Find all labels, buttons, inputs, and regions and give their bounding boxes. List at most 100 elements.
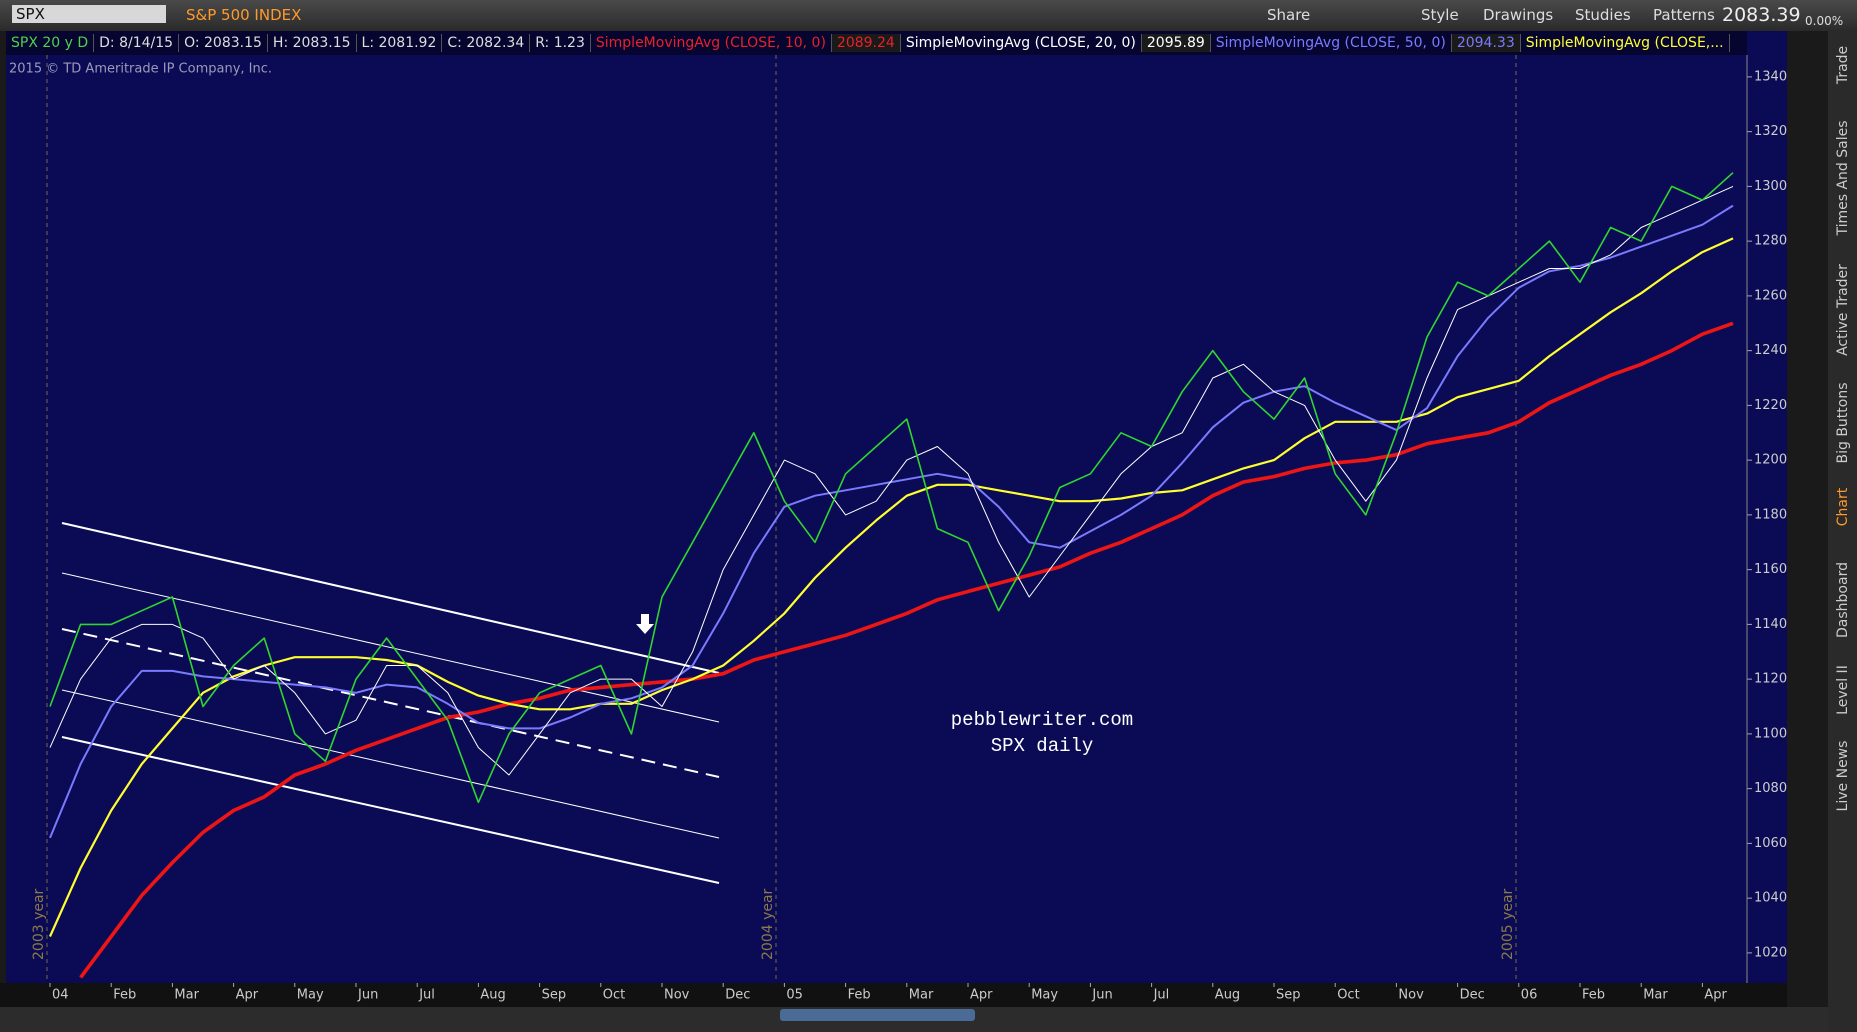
x-tick-label: Aug [1215, 988, 1240, 1003]
ohlc-field: H: 2083.15 [268, 34, 357, 52]
y-tick-label: 1140 [1754, 617, 1787, 632]
y-tick-label: 1100 [1754, 726, 1787, 741]
side-tab[interactable]: Dashboard [1835, 562, 1851, 638]
y-tick-label: 1160 [1754, 562, 1787, 577]
ohlc-field: C: 2082.34 [442, 34, 531, 52]
x-tick-label: 05 [786, 988, 803, 1003]
x-tick-label: Feb [113, 988, 136, 1003]
y-tick-label: 1120 [1754, 672, 1787, 687]
study-value: 2094.33 [1451, 34, 1521, 52]
series-line [49, 172, 1734, 804]
y-tick-label: 1240 [1754, 343, 1787, 358]
x-tick-label: Nov [1398, 988, 1424, 1003]
series-line [48, 237, 1734, 937]
x-tick-label: Apr [970, 988, 993, 1003]
channel-line [61, 689, 720, 839]
study-value: 2089.24 [831, 34, 901, 52]
symbol-description: S&P 500 INDEX [186, 6, 302, 24]
plot: 2003 year 2004 year 2005 year pebblewriter.… [31, 55, 1734, 983]
price-axis-background [1747, 31, 1787, 993]
year-label: 2005 year [1500, 888, 1516, 960]
ohlc-field: L: 2081.92 [357, 34, 443, 52]
x-tick-label: Aug [480, 988, 505, 1003]
y-tick-label: 1180 [1754, 507, 1787, 522]
side-tab[interactable]: Chart [1835, 487, 1851, 526]
x-tick-label: May [1031, 988, 1058, 1003]
x-tick-label: Oct [1337, 988, 1359, 1003]
scroll-thumb[interactable] [780, 1009, 975, 1021]
x-tick-label: Sep [1276, 988, 1301, 1003]
y-tick-label: 1340 [1754, 69, 1787, 84]
y-tick-label: 1040 [1754, 891, 1787, 906]
side-tab[interactable]: Trade [1835, 46, 1851, 85]
ohlc-field: R: 1.23 [530, 34, 591, 52]
toolbar-button[interactable]: Style [1421, 6, 1459, 24]
copyright: 2015 © TD Ameritrade IP Company, Inc. [9, 62, 272, 77]
series-line [79, 321, 1734, 979]
series-line [49, 204, 1734, 839]
x-tick-label: Apr [1704, 988, 1727, 1003]
channel-line [61, 628, 720, 778]
ohlc-field: D: 8/14/15 [94, 34, 180, 52]
symbol-input[interactable]: SPX [12, 5, 166, 23]
channel-line [61, 736, 720, 884]
x-tick-label: 04 [52, 988, 69, 1003]
y-tick-label: 1020 [1754, 945, 1787, 960]
study-name: SimpleMovingAvg (CLOSE, 10, 0) [591, 34, 832, 52]
y-tick-label: 1060 [1754, 836, 1787, 851]
study-name: SimpleMovingAvg (CLOSE, 50, 0) [1211, 34, 1452, 52]
toolbar-button[interactable]: Share [1267, 6, 1311, 24]
side-tab[interactable]: Level II [1835, 665, 1851, 715]
toolbar-button[interactable]: Studies [1575, 6, 1631, 24]
ohlc-field: O: 2083.15 [179, 34, 268, 52]
x-tick-label: Mar [909, 988, 934, 1003]
x-tick-label: Feb [1582, 988, 1605, 1003]
side-tab[interactable]: Times And Sales [1835, 120, 1851, 236]
series-line [49, 185, 1734, 776]
toolbar-button[interactable]: Patterns [1653, 6, 1715, 24]
study-name: SimpleMovingAvg (CLOSE, 20, 0) [901, 34, 1142, 52]
study-bar: SPX 20 y D D: 8/14/15 O: 2083.15 H: 2083.15… [6, 31, 1747, 55]
y-tick-label: 1260 [1754, 288, 1787, 303]
toolbar: SPX S&P 500 INDEX Share Style Drawings S… [0, 0, 1857, 31]
y-tick-label: 1300 [1754, 179, 1787, 194]
y-tick-label: 1200 [1754, 453, 1787, 468]
study-title: SPX 20 y D [6, 34, 95, 52]
toolbar-button[interactable]: Drawings [1483, 6, 1554, 24]
x-tick-label: Apr [236, 988, 259, 1003]
x-tick-label: Mar [1643, 988, 1668, 1003]
y-tick-label: 1220 [1754, 398, 1787, 413]
side-tab[interactable]: Live News [1835, 741, 1851, 812]
x-tick-label: 06 [1521, 988, 1538, 1003]
x-tick-label: May [297, 988, 324, 1003]
arrow-annotation [636, 614, 654, 634]
x-tick-label: Jul [418, 988, 435, 1003]
x-tick-label: Dec [725, 988, 750, 1003]
annotation: pebblewriter.com [951, 709, 1133, 731]
x-tick-label: Jul [1153, 988, 1170, 1003]
x-tick-label: Oct [603, 988, 625, 1003]
x-tick-label: Jun [357, 988, 378, 1003]
side-tab-strip [1828, 31, 1857, 1032]
study-name: SimpleMovingAvg (CLOSE,... [1521, 34, 1730, 52]
x-tick-label: Feb [848, 988, 871, 1003]
x-tick-label: Sep [542, 988, 567, 1003]
price-change: 0.00% [1805, 14, 1844, 28]
year-label: 2004 year [760, 888, 776, 960]
y-tick-label: 1280 [1754, 234, 1787, 249]
x-tick-label: Jun [1091, 988, 1112, 1003]
last-price: 2083.39 [1722, 4, 1801, 26]
x-tick-label: Nov [664, 988, 690, 1003]
annotation: SPX daily [991, 735, 1094, 757]
y-tick-label: 1320 [1754, 124, 1787, 139]
x-tick-label: Dec [1460, 988, 1485, 1003]
channel-line [61, 522, 720, 674]
year-label: 2003 year [31, 888, 47, 960]
x-tick-label: Mar [174, 988, 199, 1003]
time-axis-background [0, 983, 1787, 1007]
side-tab[interactable]: Big Buttons [1835, 382, 1851, 463]
side-tab[interactable]: Active Trader [1835, 264, 1851, 356]
y-tick-label: 1080 [1754, 781, 1787, 796]
